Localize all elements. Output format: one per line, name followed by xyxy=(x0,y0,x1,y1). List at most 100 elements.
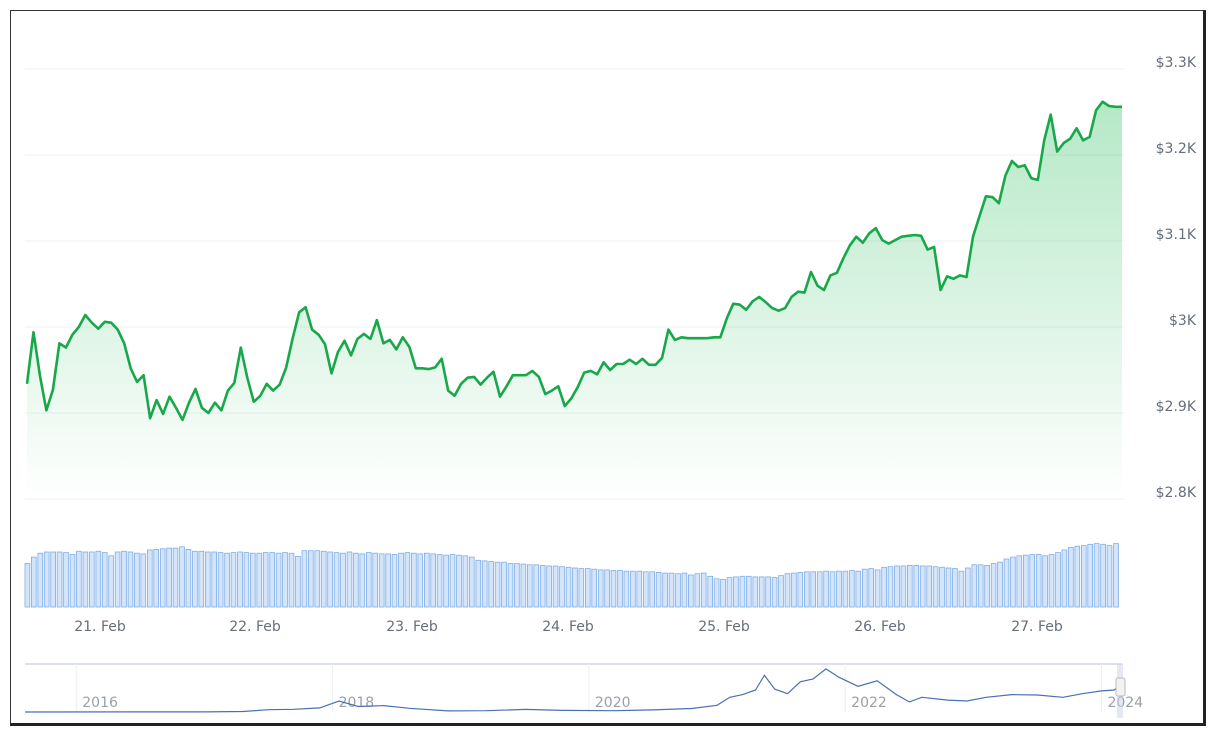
volume-bar xyxy=(546,565,552,608)
volume-bar xyxy=(140,553,147,608)
volume-bar xyxy=(726,577,733,608)
volume-bar xyxy=(443,554,449,608)
volume-bar xyxy=(1003,558,1010,608)
volume-bar xyxy=(591,568,597,608)
volume-bar xyxy=(797,572,804,608)
volume-bar xyxy=(230,552,237,608)
volume-bar xyxy=(907,565,913,608)
volume-bar xyxy=(585,568,591,608)
volume-bar xyxy=(990,563,997,608)
volume-bar xyxy=(417,553,424,608)
x-tick-label: 23. Feb xyxy=(386,619,438,635)
volume-bar xyxy=(1010,556,1016,608)
volume-bar xyxy=(37,552,44,608)
volume-bars xyxy=(24,543,1119,608)
volume-bar xyxy=(939,566,945,608)
volume-bar xyxy=(404,552,411,608)
volume-bar xyxy=(816,571,823,608)
volume-bar xyxy=(204,551,211,608)
x-tick-label: 24. Feb xyxy=(542,619,594,635)
volume-bar xyxy=(1048,554,1055,608)
y-tick-label: $2.9K xyxy=(1156,399,1197,415)
volume-bar xyxy=(179,546,185,608)
chart-frame xyxy=(10,10,1206,726)
volume-bar xyxy=(146,549,153,608)
volume-bar xyxy=(82,551,89,608)
volume-bar xyxy=(952,568,958,608)
volume-bar xyxy=(1074,545,1081,608)
volume-bar xyxy=(617,570,623,608)
volume-bar xyxy=(76,550,82,608)
volume-bar xyxy=(932,566,939,608)
volume-bar xyxy=(539,565,546,608)
volume-bar xyxy=(533,564,540,608)
navigator-year-label: 2024 xyxy=(1107,695,1143,711)
volume-bar xyxy=(95,550,102,608)
volume-bar xyxy=(597,569,604,608)
volume-bar xyxy=(282,552,288,608)
volume-bar xyxy=(359,553,366,608)
volume-bar xyxy=(423,552,430,608)
volume-bar xyxy=(855,570,862,608)
volume-bar xyxy=(436,554,443,608)
volume-bar xyxy=(456,554,462,608)
volume-bar xyxy=(655,572,662,608)
volume-bar xyxy=(166,547,172,608)
volume-bar xyxy=(874,569,881,608)
volume-bar xyxy=(778,575,784,608)
volume-bar xyxy=(108,555,114,608)
volume-bar xyxy=(307,550,314,608)
volume-bar xyxy=(372,552,378,608)
volume-bar xyxy=(211,551,218,608)
x-tick-label: 26. Feb xyxy=(854,619,906,635)
navigator[interactable]: 2016 2018 2020 2022 2024 xyxy=(24,663,1143,718)
volume-bar xyxy=(810,571,816,608)
volume-bar xyxy=(127,551,134,608)
volume-bar xyxy=(134,552,140,608)
volume-bar xyxy=(900,565,907,608)
volume-bar xyxy=(249,552,256,608)
volume-bar xyxy=(1016,555,1023,608)
volume-bar xyxy=(572,567,578,608)
volume-bar xyxy=(192,550,198,608)
volume-bar xyxy=(378,553,385,608)
volume-bar xyxy=(501,561,507,608)
volume-bar xyxy=(662,572,668,608)
volume-bar xyxy=(159,548,166,608)
volume-bar xyxy=(771,577,778,608)
volume-bar xyxy=(733,576,739,608)
y-tick-label: $3.1K xyxy=(1156,227,1197,243)
volume-bar xyxy=(462,555,469,608)
navigator-handle[interactable] xyxy=(1115,677,1126,697)
volume-bar xyxy=(984,565,990,608)
volume-bar xyxy=(1029,554,1036,608)
x-axis: 21. Feb 22. Feb 23. Feb 24. Feb 25. Feb 26. F… xyxy=(74,619,1063,635)
volume-bar xyxy=(63,552,69,608)
y-tick-label: $3.3K xyxy=(1156,55,1197,71)
volume-bar xyxy=(1042,555,1048,608)
volume-bar xyxy=(977,564,984,608)
volume-bar xyxy=(675,573,681,608)
volume-bar xyxy=(1113,543,1119,608)
volume-bar xyxy=(836,570,842,608)
volume-bar xyxy=(623,570,630,608)
volume-bar xyxy=(565,566,572,608)
volume-bar xyxy=(398,552,404,608)
volume-bar xyxy=(391,554,398,608)
x-tick-label: 22. Feb xyxy=(229,619,281,635)
volume-bar xyxy=(1061,549,1068,608)
volume-bar xyxy=(101,552,108,608)
volume-bar xyxy=(842,570,849,608)
volume-bar xyxy=(256,552,263,608)
volume-bar xyxy=(481,560,488,608)
volume-bar xyxy=(1100,543,1106,608)
volume-bar xyxy=(56,551,63,608)
volume-bar xyxy=(791,572,797,608)
volume-bar xyxy=(340,552,346,608)
volume-bar xyxy=(430,553,436,608)
navigator-year-label: 2016 xyxy=(82,695,118,711)
volume-bar xyxy=(275,552,282,608)
volume-bar xyxy=(752,576,759,608)
y-tick-label: $2.8K xyxy=(1156,485,1197,501)
volume-bar xyxy=(926,565,932,608)
